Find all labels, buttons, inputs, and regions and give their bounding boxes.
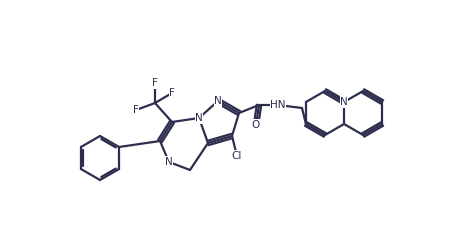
Text: N: N xyxy=(214,96,222,106)
Text: F: F xyxy=(152,78,158,88)
Text: F: F xyxy=(133,105,139,115)
Text: N: N xyxy=(195,113,203,123)
Text: F: F xyxy=(169,88,175,98)
Text: HN: HN xyxy=(270,100,286,110)
Text: N: N xyxy=(340,97,348,107)
Text: N: N xyxy=(165,157,173,167)
Text: O: O xyxy=(252,120,260,130)
Text: Cl: Cl xyxy=(232,151,242,161)
